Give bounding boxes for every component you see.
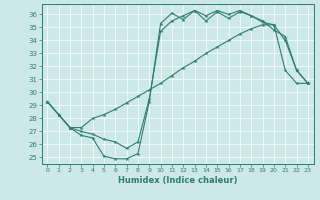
X-axis label: Humidex (Indice chaleur): Humidex (Indice chaleur) (118, 176, 237, 185)
